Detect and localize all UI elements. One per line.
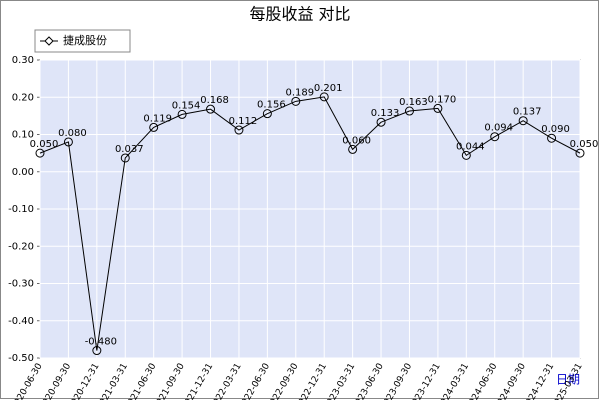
point (262, 109, 272, 119)
point (63, 137, 73, 147)
data-label: 0.080 (58, 128, 87, 139)
data-label: 0.154 (172, 100, 201, 111)
point (518, 116, 528, 126)
y-tick-label: -0.40 (8, 316, 34, 327)
data-label: 0.094 (484, 123, 513, 134)
data-label: 0.050 (570, 139, 599, 150)
point (319, 92, 329, 102)
point (92, 346, 102, 356)
point (575, 148, 585, 158)
data-label: 0.112 (229, 116, 258, 127)
chart-title: 每股收益 对比 (249, 5, 350, 24)
y-tick-label: -0.50 (8, 353, 34, 364)
data-label: 0.156 (257, 100, 286, 111)
point (234, 125, 244, 135)
data-label: 0.037 (115, 144, 144, 155)
data-label: 0.137 (513, 107, 542, 118)
point (206, 104, 216, 114)
point (149, 122, 159, 132)
legend (34, 29, 131, 53)
point (35, 148, 45, 158)
point (461, 150, 471, 160)
data-label: 0.119 (143, 113, 172, 124)
point (120, 153, 130, 163)
data-label: 0.201 (314, 83, 343, 94)
data-label: 0.168 (200, 95, 229, 106)
data-label: 0.050 (30, 139, 59, 150)
y-tick-label: 0.10 (12, 130, 34, 141)
y-tick-label: -0.10 (8, 204, 34, 215)
data-label: 0.189 (285, 87, 314, 98)
data-label: -0.480 (85, 337, 117, 348)
legend-marker (44, 36, 54, 46)
point (376, 117, 386, 127)
point (404, 106, 414, 116)
x-axis-label: 日期 (556, 373, 580, 387)
point (177, 109, 187, 119)
point (291, 96, 301, 106)
point (348, 144, 358, 154)
series-line (39, 96, 581, 351)
point (547, 133, 557, 143)
data-label: 0.170 (428, 94, 457, 105)
y-tick-label: 0.00 (12, 167, 34, 178)
y-tick-label: -0.30 (8, 279, 34, 290)
data-label: 0.090 (541, 124, 570, 135)
legend-label: 捷成股份 (63, 33, 107, 47)
y-tick-label: 0.20 (12, 92, 34, 103)
point (433, 103, 443, 113)
data-label: 0.044 (456, 141, 485, 152)
y-tick-label: 0.30 (12, 55, 34, 66)
point (490, 132, 500, 142)
data-label: 0.163 (399, 97, 428, 108)
data-label: 0.060 (342, 135, 371, 146)
y-tick-label: -0.20 (8, 241, 34, 252)
data-label: 0.133 (371, 108, 400, 119)
